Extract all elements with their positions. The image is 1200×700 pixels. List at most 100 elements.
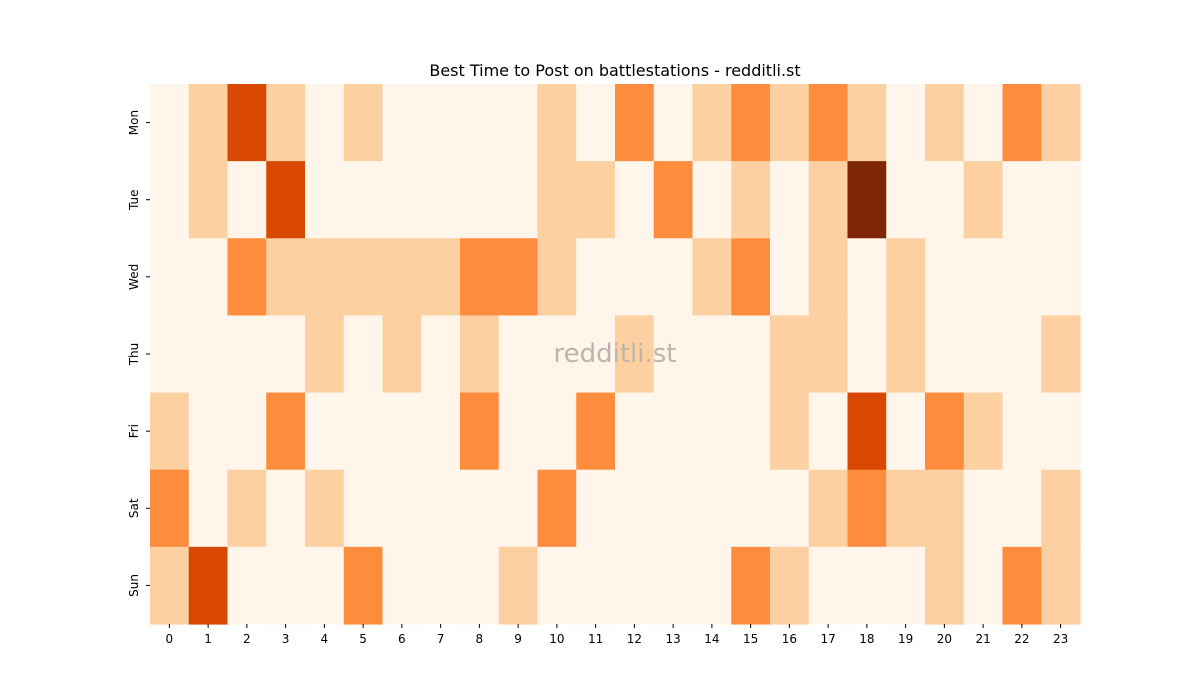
- y-tick-label: Wed: [127, 264, 141, 290]
- heatmap-cell-sat-13: [653, 469, 694, 548]
- y-tick-label: Sat: [127, 498, 141, 518]
- heatmap-cell-thu-2: [227, 315, 267, 394]
- heatmap-cell-mon-23: [1041, 84, 1081, 162]
- heatmap-cell-sat-9: [498, 469, 539, 548]
- heatmap-cell-mon-14: [692, 84, 732, 162]
- heatmap-cell-fri-10: [537, 392, 577, 471]
- heatmap-cell-sat-19: [886, 469, 926, 548]
- heatmap-cell-mon-0: [150, 84, 190, 162]
- heatmap-cell-sat-8: [460, 469, 500, 548]
- heatmap-cell-fri-11: [576, 392, 616, 471]
- heatmap-cell-sun-22: [1002, 546, 1042, 625]
- heatmap-cell-sat-22: [1002, 469, 1042, 548]
- heatmap-cell-wed-3: [266, 238, 306, 317]
- heatmap-cell-tue-9: [498, 161, 539, 239]
- heatmap-cell-sat-5: [343, 469, 384, 548]
- heatmap-cell-sat-0: [150, 469, 190, 548]
- heatmap-cell-fri-2: [227, 392, 267, 471]
- heatmap-cell-sat-20: [925, 469, 965, 548]
- y-tick-label: Fri: [127, 424, 141, 438]
- heatmap-cell-thu-1: [188, 315, 229, 394]
- heatmap-cell-tue-19: [886, 161, 926, 239]
- heatmap-cell-thu-9: [498, 315, 539, 394]
- heatmap-cell-mon-15: [731, 84, 771, 162]
- heatmap-cell-wed-17: [808, 238, 849, 317]
- heatmap-cell-mon-12: [615, 84, 655, 162]
- heatmap-cell-sun-11: [576, 546, 616, 625]
- heatmap-cell-tue-23: [1041, 161, 1081, 239]
- heatmap-cell-thu-16: [770, 315, 810, 394]
- heatmap-cell-sun-1: [188, 546, 229, 625]
- heatmap-cell-tue-1: [188, 161, 229, 239]
- heatmap-cell-sun-14: [692, 546, 732, 625]
- heatmap-cell-sun-10: [537, 546, 577, 625]
- heatmap-cell-tue-14: [692, 161, 732, 239]
- heatmap-cell-wed-7: [421, 238, 461, 317]
- heatmap-cell-fri-15: [731, 392, 771, 471]
- heatmap-cell-fri-7: [421, 392, 461, 471]
- y-tick-label: Thu: [127, 343, 141, 367]
- heatmap-cell-sun-15: [731, 546, 771, 625]
- heatmap-cell-wed-6: [382, 238, 422, 317]
- heatmap-cell-sat-7: [421, 469, 461, 548]
- heatmap-cell-sun-13: [653, 546, 694, 625]
- heatmap-cell-sun-6: [382, 546, 422, 625]
- heatmap-cell-thu-15: [731, 315, 771, 394]
- heatmap-cell-fri-13: [653, 392, 694, 471]
- heatmap-cell-wed-8: [460, 238, 500, 317]
- x-tick-label: 19: [898, 632, 913, 646]
- heatmap-cell-mon-1: [188, 84, 229, 162]
- heatmap-cell-wed-23: [1041, 238, 1081, 317]
- x-tick-label: 2: [243, 632, 251, 646]
- x-tick-label: 12: [627, 632, 642, 646]
- heatmap-cell-sun-16: [770, 546, 810, 625]
- x-tick-label: 8: [476, 632, 484, 646]
- chart-title: Best Time to Post on battlestations - re…: [429, 61, 800, 80]
- heatmap-cell-mon-3: [266, 84, 306, 162]
- heatmap-cell-wed-20: [925, 238, 965, 317]
- watermark-text: redditli.st: [554, 339, 677, 369]
- heatmap-cell-wed-1: [188, 238, 229, 317]
- heatmap-cell-sat-3: [266, 469, 306, 548]
- heatmap-cell-sun-9: [498, 546, 539, 625]
- heatmap-cell-fri-12: [615, 392, 655, 471]
- heatmap-cell-thu-3: [266, 315, 306, 394]
- heatmap-cell-fri-6: [382, 392, 422, 471]
- heatmap-cell-thu-8: [460, 315, 500, 394]
- heatmap-cell-fri-8: [460, 392, 500, 471]
- heatmap-cell-mon-4: [305, 84, 345, 162]
- x-tick-label: 23: [1053, 632, 1068, 646]
- heatmap-cell-wed-14: [692, 238, 732, 317]
- heatmap-cell-tue-2: [227, 161, 267, 239]
- heatmap-cell-thu-5: [343, 315, 384, 394]
- heatmap-cell-thu-21: [963, 315, 1004, 394]
- heatmap-cell-sun-20: [925, 546, 965, 625]
- heatmap-cell-mon-18: [847, 84, 887, 162]
- heatmap-cell-sun-5: [343, 546, 384, 625]
- x-tick-label: 6: [398, 632, 406, 646]
- heatmap-cell-sat-17: [808, 469, 849, 548]
- heatmap-cell-sun-3: [266, 546, 306, 625]
- x-tick-label: 7: [437, 632, 445, 646]
- heatmap-cell-tue-22: [1002, 161, 1042, 239]
- heatmap-cell-wed-4: [305, 238, 345, 317]
- heatmap-cell-fri-3: [266, 392, 306, 471]
- heatmap-cells: [150, 84, 1081, 625]
- heatmap-cell-thu-4: [305, 315, 345, 394]
- x-tick-label: 5: [359, 632, 367, 646]
- heatmap-cell-sat-2: [227, 469, 267, 548]
- heatmap-cell-thu-0: [150, 315, 190, 394]
- x-tick-label: 20: [937, 632, 952, 646]
- heatmap-cell-sat-6: [382, 469, 422, 548]
- heatmap-cell-thu-18: [847, 315, 887, 394]
- heatmap-cell-thu-10: [537, 315, 577, 394]
- x-tick-label: 15: [743, 632, 758, 646]
- heatmap-cell-thu-19: [886, 315, 926, 394]
- heatmap-cell-mon-11: [576, 84, 616, 162]
- heatmap-cell-wed-13: [653, 238, 694, 317]
- heatmap-cell-sun-19: [886, 546, 926, 625]
- heatmap-cell-fri-16: [770, 392, 810, 471]
- heatmap-cell-mon-5: [343, 84, 384, 162]
- heatmap-cell-sat-12: [615, 469, 655, 548]
